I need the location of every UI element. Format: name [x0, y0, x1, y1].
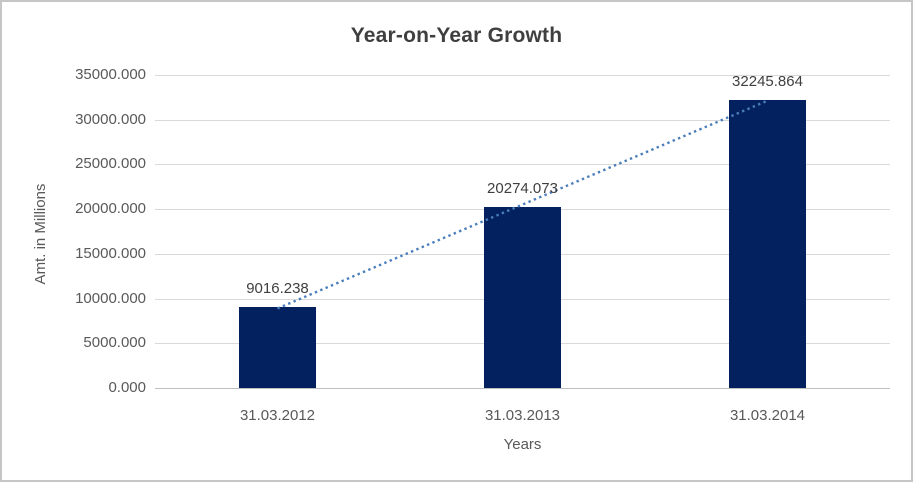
chart-title: Year-on-Year Growth	[350, 24, 563, 47]
x-tick-label: 31.03.2013	[484, 407, 561, 424]
trendline-layer	[277, 99, 768, 310]
y-axis-title: Amt. in Millions	[32, 183, 49, 285]
linear-trendline	[277, 99, 768, 310]
x-tick-label: 31.03.2014	[729, 407, 806, 424]
bar-data-label: 32245.864	[732, 72, 803, 90]
x-tick-label: 31.03.2012	[239, 407, 316, 424]
bar-31.03.2012	[239, 307, 316, 388]
x-axis-line	[155, 388, 890, 389]
y-tick-label: 30000.000	[75, 110, 146, 128]
bar-data-label: 20274.073	[487, 179, 558, 197]
plot-area	[155, 75, 890, 389]
y-tick-label: 15000.000	[75, 244, 146, 262]
y-tick-label: 25000.000	[75, 155, 146, 173]
bar-data-label: 9016.238	[246, 280, 309, 298]
y-tick-label: 20000.000	[75, 200, 146, 218]
y-tick-label: 5000.000	[83, 334, 146, 352]
gridline	[155, 75, 890, 76]
y-tick-label: 0.000	[108, 379, 146, 396]
gridline	[155, 164, 890, 166]
x-axis-title: Years	[503, 436, 542, 453]
bar-31.03.2013	[484, 206, 561, 388]
y-tick-label: 10000.000	[75, 289, 146, 307]
bar-31.03.2014	[729, 99, 806, 388]
y-tick-label: 35000.000	[75, 66, 146, 83]
gridline	[155, 119, 890, 121]
